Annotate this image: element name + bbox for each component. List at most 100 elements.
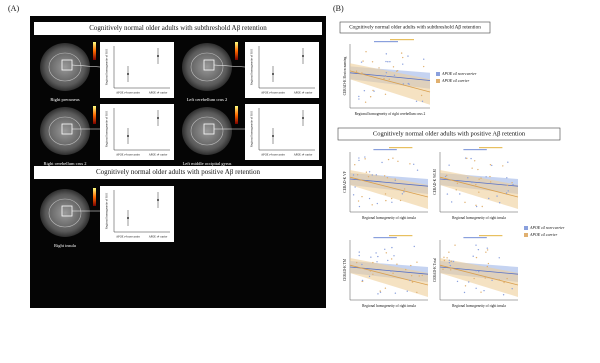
point <box>362 60 364 62</box>
point <box>377 255 379 258</box>
point <box>486 249 489 251</box>
brain-image <box>182 107 232 155</box>
point <box>444 175 447 178</box>
mean-point <box>127 73 129 75</box>
point <box>450 260 452 263</box>
y-axis-label: CERAD-K Boston naming <box>343 56 347 95</box>
point <box>389 60 391 63</box>
point <box>403 188 406 190</box>
y-axis-label: Regional homogeneity of ROI <box>105 49 109 85</box>
plot-area <box>100 104 174 160</box>
point <box>455 189 457 191</box>
point <box>373 90 375 92</box>
region-label: Right insula <box>54 243 76 248</box>
point <box>360 61 363 63</box>
point <box>468 281 470 283</box>
point <box>416 261 418 263</box>
point <box>423 58 425 60</box>
ci-band <box>350 63 430 105</box>
point <box>392 66 395 68</box>
y-axis-label: CERAD-K VF <box>343 171 347 192</box>
point <box>496 195 498 197</box>
point <box>415 100 418 102</box>
point <box>448 261 451 264</box>
point <box>388 78 390 80</box>
point <box>384 75 387 77</box>
brain-detail <box>190 52 224 82</box>
point <box>459 193 461 195</box>
brain-image <box>40 43 90 91</box>
point <box>413 245 415 248</box>
group-label: APOE ε4 non-carrier <box>261 154 285 157</box>
point <box>456 280 459 283</box>
point <box>410 275 413 277</box>
group-label: APOE ε4 non-carrier <box>116 236 140 239</box>
point <box>489 175 491 178</box>
point <box>484 277 486 279</box>
point <box>358 157 360 159</box>
point <box>369 96 372 98</box>
point <box>498 257 500 259</box>
point <box>466 157 468 160</box>
panel-label: (A) <box>8 4 19 13</box>
point <box>442 268 444 271</box>
point <box>409 279 411 282</box>
marginal <box>389 235 413 237</box>
point <box>421 100 424 103</box>
point <box>358 159 360 162</box>
point <box>477 248 480 251</box>
point <box>383 78 385 80</box>
point <box>354 186 356 188</box>
point <box>364 101 367 103</box>
marginal <box>373 149 397 151</box>
point <box>449 264 452 267</box>
point <box>392 272 394 275</box>
colorbar <box>235 106 238 124</box>
point <box>385 72 388 74</box>
legend-label: APOE ε4 carrier <box>529 232 558 237</box>
point <box>358 254 360 257</box>
point <box>409 163 411 165</box>
legend-swatch <box>436 79 440 83</box>
point <box>475 256 478 259</box>
point <box>416 291 418 294</box>
header-box <box>339 21 491 34</box>
point <box>475 287 477 289</box>
group-label: APOE ε4 non-carrier <box>261 92 285 95</box>
point <box>390 258 393 260</box>
point <box>464 201 466 204</box>
fit-line <box>439 264 519 286</box>
colorbar <box>93 106 96 124</box>
point <box>394 178 396 180</box>
point <box>384 93 387 95</box>
colorbar <box>235 42 238 60</box>
point <box>364 158 366 160</box>
point <box>372 273 374 275</box>
point <box>354 164 356 166</box>
point <box>387 61 389 63</box>
group-label: APOE ε4 carrier <box>294 92 313 95</box>
point <box>456 182 459 185</box>
mean-point <box>157 199 159 201</box>
legend-label: APOE ε4 carrier <box>441 78 470 83</box>
point <box>463 291 466 294</box>
point <box>511 182 513 184</box>
marginal <box>479 147 503 149</box>
mean-point <box>127 217 129 219</box>
point <box>385 199 387 202</box>
brain-image <box>40 107 90 155</box>
brain-image <box>40 189 90 237</box>
point <box>454 244 456 246</box>
plot-area <box>245 42 319 98</box>
point <box>361 279 364 282</box>
point <box>470 157 472 160</box>
point <box>407 55 409 57</box>
point <box>368 275 371 278</box>
point <box>391 246 393 249</box>
point <box>506 184 509 187</box>
point <box>394 292 397 294</box>
brain-detail <box>48 116 82 146</box>
point <box>352 174 355 176</box>
point <box>502 294 505 296</box>
point <box>402 56 404 59</box>
